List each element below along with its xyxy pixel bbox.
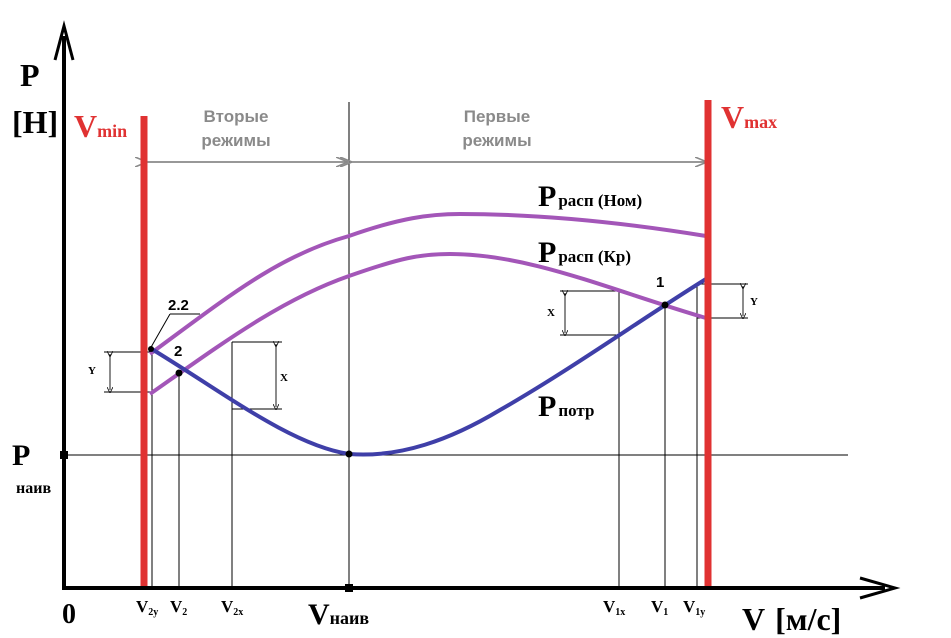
minimum-point: [345, 450, 353, 458]
curve-p-potr: [148, 277, 708, 457]
y-axis-arrowhead: [53, 20, 75, 61]
second-regimes-label-2: режимы: [201, 131, 270, 150]
y-axis-label: P: [20, 57, 40, 93]
point-2-marker: [175, 369, 183, 377]
second-regimes-label-1: Вторые: [204, 107, 269, 126]
tick-v2x: V2x: [221, 597, 243, 618]
y-gap-label-left: Y: [88, 365, 96, 377]
vmax-label: Vmax: [721, 99, 777, 135]
point-2-2-label: 2.2: [168, 297, 189, 314]
x-axis-arrowhead: [859, 576, 901, 600]
vmin-label: Vmin: [74, 108, 127, 144]
tick-v2y: V2y: [136, 597, 158, 618]
point-2-2-marker: [148, 346, 154, 352]
x-axis-label: V [м/с]: [742, 601, 841, 637]
tick-v1y: V1y: [683, 597, 705, 618]
first-regimes-label-2: режимы: [462, 131, 531, 150]
tick-v1: V1: [651, 597, 668, 618]
curve-p-rasp-kr: [148, 251, 707, 396]
origin-label: 0: [62, 599, 76, 630]
p-naiv-label-sub: наив: [16, 480, 51, 497]
y-axis-unit: [H]: [12, 104, 58, 140]
v-naiv-tick: [345, 584, 353, 592]
point-1-label: 1: [656, 274, 664, 291]
point-1-marker: [661, 301, 669, 309]
first-regimes-label-1: Первые: [464, 107, 530, 126]
p-naiv-tick: [60, 451, 68, 459]
x-gap-label-left: X: [280, 372, 288, 384]
point-2-2-leader: [149, 313, 171, 350]
y-gap-label-right: Y: [750, 296, 758, 308]
x-gap-label-right: X: [547, 307, 555, 319]
point-2-label: 2: [174, 343, 182, 360]
tick-vnaiv: Vнаив: [308, 598, 369, 631]
tick-v2: V2: [170, 597, 187, 618]
curve-p-rasp-nom: [148, 211, 707, 356]
tick-v1x: V1x: [603, 597, 625, 618]
p-naiv-label-main: P: [12, 439, 30, 472]
